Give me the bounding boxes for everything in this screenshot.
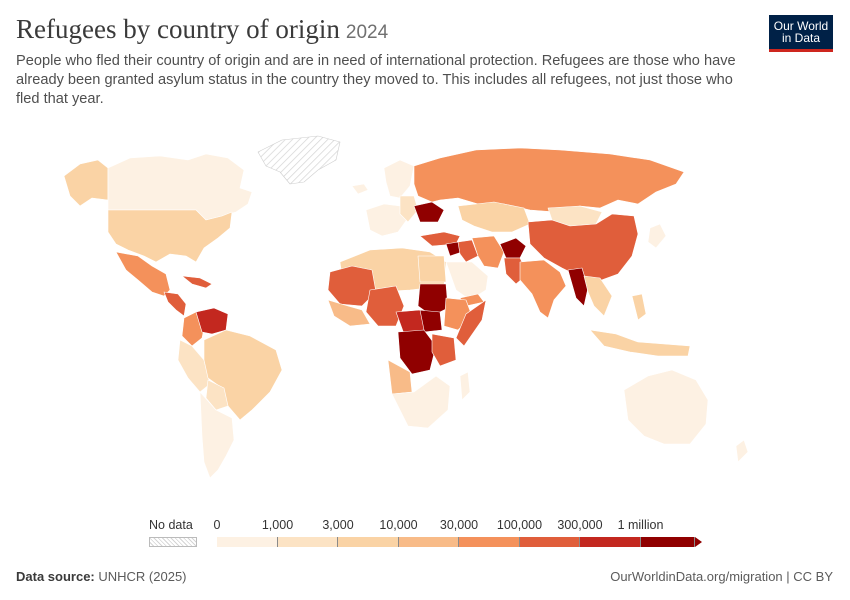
country-east-africa[interactable] (431, 333, 457, 367)
legend-bin-swatch[interactable] (640, 537, 695, 547)
legend-tick-label: 30,000 (439, 518, 479, 532)
country-west-africa[interactable] (327, 299, 371, 327)
legend-tick-label: 0 (213, 518, 221, 532)
title-year[interactable]: 2024 (345, 22, 389, 43)
country-iran[interactable] (471, 235, 505, 269)
country-new-zealand[interactable] (735, 439, 749, 463)
country-egypt[interactable] (417, 255, 447, 283)
country-russia[interactable] (413, 147, 685, 213)
legend-bin-swatch[interactable] (338, 537, 399, 547)
country-bolivia[interactable] (205, 379, 229, 411)
country-usa[interactable] (107, 209, 233, 263)
country-eastern-europe[interactable] (399, 195, 419, 223)
legend-tick-label: 10,000 (379, 518, 418, 532)
chart-subtitle: People who fled their country of origin … (16, 53, 736, 107)
country-saudi-arabia[interactable] (445, 261, 489, 301)
country-southeast-asia[interactable] (583, 275, 613, 317)
legend-bin-swatch[interactable] (459, 537, 520, 547)
legend-bin-swatch[interactable] (277, 537, 338, 547)
country-australia[interactable] (623, 369, 709, 445)
logo-line-1: Our World (773, 19, 829, 33)
country-philippines[interactable] (631, 293, 647, 321)
country-argentina[interactable] (199, 391, 235, 479)
country-central-america[interactable] (163, 291, 187, 317)
legend-tick-label: 1 million (617, 518, 664, 532)
legend-bin-swatch[interactable] (398, 537, 459, 547)
data-source-label: Data source: (16, 569, 95, 584)
country-peru[interactable] (177, 339, 211, 393)
country-greenland[interactable] (257, 135, 341, 185)
legend-tick-label: 1,000 (261, 518, 294, 532)
owid-logo[interactable]: Our World in Data (769, 15, 833, 52)
footer-link[interactable]: OurWorldinData.org/migration | CC BY (610, 569, 833, 584)
country-nigeria[interactable] (365, 285, 405, 327)
country-afghanistan[interactable] (499, 237, 527, 259)
country-iceland[interactable] (351, 183, 369, 195)
country-western-europe[interactable] (365, 203, 409, 237)
country-myanmar[interactable] (567, 267, 589, 307)
country-scandinavia[interactable] (383, 159, 415, 199)
data-source: Data source: UNHCR (2025) (16, 569, 187, 584)
logo-line-2: in Data (781, 31, 821, 45)
country-somalia[interactable] (455, 299, 487, 347)
legend-arrow-tip (695, 537, 702, 547)
data-source-value[interactable]: UNHCR (2025) (98, 569, 187, 584)
country-china[interactable] (527, 213, 639, 283)
legend-bin-swatch[interactable] (217, 537, 278, 547)
legend-tick-label: 3,000 (322, 518, 354, 532)
country-southern-africa[interactable] (391, 375, 451, 429)
title-text: Refugees by country of origin (16, 14, 340, 44)
country-dr-congo[interactable] (397, 329, 437, 375)
legend-tick-label: 100,000 (496, 518, 543, 532)
country-madagascar[interactable] (459, 371, 471, 401)
legend-no-data-swatch (149, 537, 197, 547)
country-ukraine[interactable] (413, 201, 445, 223)
legend-no-data-label: No data (149, 518, 193, 532)
country-caribbean[interactable] (181, 275, 213, 289)
legend-bin-swatch[interactable] (580, 537, 641, 547)
country-turkey[interactable] (419, 231, 461, 247)
legend-tick-label: 300,000 (557, 518, 603, 532)
country-iraq[interactable] (457, 239, 479, 263)
chart-title: Refugees by country of origin 2024 (16, 14, 388, 45)
legend-bin-swatch[interactable] (519, 537, 580, 547)
country-kazakhstan[interactable] (457, 201, 531, 233)
country-indonesia[interactable] (589, 329, 691, 357)
country-usa-alaska[interactable] (63, 159, 109, 207)
country-india[interactable] (519, 259, 567, 319)
country-japan[interactable] (647, 223, 667, 249)
country-brazil[interactable] (203, 329, 283, 421)
